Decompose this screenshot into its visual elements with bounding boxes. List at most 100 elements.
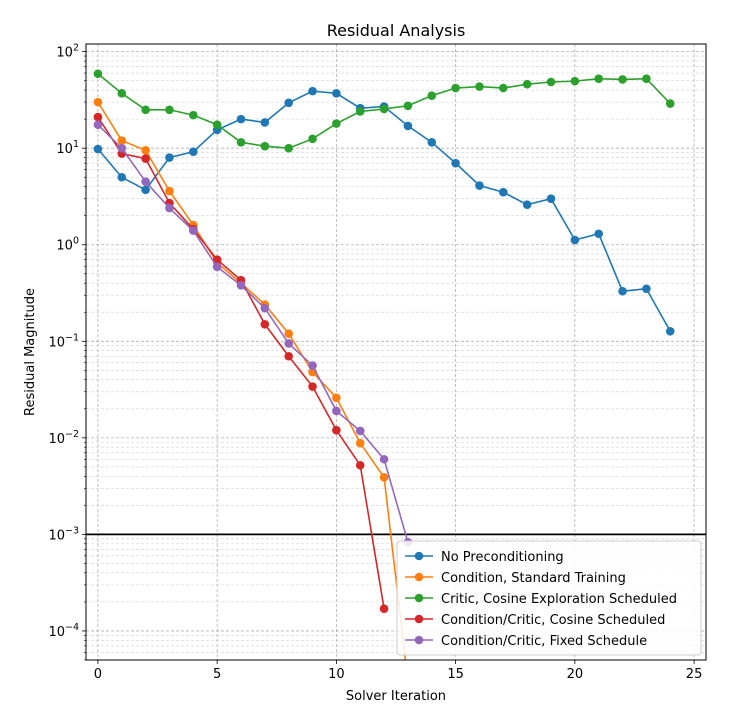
data-point bbox=[665, 326, 675, 336]
legend-marker bbox=[414, 593, 424, 603]
series-3 bbox=[93, 69, 675, 153]
data-point bbox=[475, 82, 484, 91]
legend-marker bbox=[414, 614, 424, 624]
data-point bbox=[522, 79, 532, 89]
data-point bbox=[165, 203, 174, 213]
data-point bbox=[236, 114, 246, 124]
data-point bbox=[642, 74, 651, 83]
data-point bbox=[618, 75, 627, 84]
data-point bbox=[355, 107, 365, 116]
series-5 bbox=[93, 120, 413, 547]
data-point bbox=[642, 284, 651, 294]
plot-frame bbox=[85, 43, 707, 661]
x-tick-label: 10 bbox=[328, 667, 345, 682]
data-point bbox=[618, 286, 627, 296]
data-point bbox=[165, 153, 174, 162]
data-point bbox=[141, 146, 150, 155]
data-point bbox=[284, 329, 293, 338]
x-tick-label: 20 bbox=[567, 667, 584, 682]
legend-marker bbox=[414, 551, 424, 561]
data-point bbox=[212, 255, 222, 264]
data-point bbox=[165, 105, 174, 115]
data-point bbox=[284, 98, 293, 108]
data-point bbox=[93, 69, 103, 79]
data-point bbox=[546, 194, 556, 203]
x-axis-title: Solver Iteration bbox=[346, 689, 446, 704]
data-point bbox=[189, 226, 198, 235]
data-point bbox=[332, 89, 341, 98]
y-tick-label: 10−1 bbox=[48, 332, 79, 350]
data-point bbox=[499, 187, 508, 197]
data-point bbox=[189, 110, 198, 120]
data-point bbox=[284, 143, 293, 153]
legend-item: Condition/Critic, Cosine Scheduled bbox=[405, 613, 665, 628]
legend-label: Critic, Cosine Exploration Scheduled bbox=[441, 592, 677, 607]
chart-title: Residual Analysis bbox=[327, 21, 466, 40]
x-tick-label: 25 bbox=[686, 667, 703, 682]
data-point bbox=[308, 86, 317, 96]
data-point bbox=[332, 406, 341, 416]
data-point bbox=[260, 141, 270, 151]
data-point bbox=[475, 181, 484, 190]
data-point bbox=[117, 89, 127, 98]
legend-label: Condition/Critic, Fixed Schedule bbox=[441, 634, 647, 649]
data-point bbox=[236, 138, 246, 147]
data-point bbox=[332, 393, 341, 403]
legend-label: No Preconditioning bbox=[441, 550, 564, 565]
series-line bbox=[97, 124, 409, 543]
legend-label: Condition, Standard Training bbox=[441, 571, 626, 586]
data-point bbox=[260, 303, 270, 313]
data-point bbox=[379, 454, 389, 464]
ticks: 0 5 10 15 20 25 10−4 10−3 10−2 10−1 100 101 102 bbox=[48, 43, 702, 682]
data-point bbox=[332, 425, 341, 435]
legend: No Preconditioning Condition, Standard Tr… bbox=[396, 540, 702, 656]
data-point bbox=[665, 99, 675, 108]
legend-box bbox=[396, 540, 702, 656]
data-point bbox=[284, 339, 293, 348]
data-point bbox=[427, 138, 437, 147]
data-point bbox=[594, 74, 603, 83]
series-layer bbox=[93, 69, 675, 660]
data-point bbox=[570, 76, 580, 86]
data-point bbox=[260, 118, 270, 127]
data-point bbox=[284, 351, 293, 361]
data-point bbox=[355, 438, 365, 448]
data-point bbox=[308, 361, 317, 370]
data-point bbox=[355, 426, 365, 436]
data-point bbox=[141, 105, 150, 115]
data-point bbox=[117, 172, 127, 182]
data-point bbox=[379, 473, 389, 482]
data-point bbox=[212, 120, 222, 130]
data-point bbox=[379, 604, 389, 613]
data-point bbox=[117, 143, 127, 153]
data-point bbox=[594, 229, 603, 239]
data-point bbox=[403, 101, 413, 111]
data-point bbox=[260, 319, 270, 329]
data-point bbox=[451, 83, 460, 93]
legend-item: Condition, Standard Training bbox=[405, 571, 626, 586]
data-point bbox=[117, 136, 127, 145]
data-point bbox=[451, 158, 460, 168]
x-tick-label: 5 bbox=[213, 667, 221, 682]
y-tick-label: 10−4 bbox=[48, 622, 79, 640]
data-point bbox=[332, 119, 341, 128]
x-tick-label: 15 bbox=[447, 667, 464, 682]
y-tick-label: 100 bbox=[56, 236, 79, 254]
data-point bbox=[427, 91, 437, 100]
data-point bbox=[546, 77, 556, 87]
data-point bbox=[212, 262, 222, 272]
legend-item: Critic, Cosine Exploration Scheduled bbox=[405, 592, 677, 607]
data-point bbox=[499, 83, 508, 93]
data-point bbox=[379, 104, 389, 114]
y-tick-label: 10−3 bbox=[48, 525, 79, 543]
data-point bbox=[308, 134, 317, 144]
data-point bbox=[141, 154, 150, 163]
data-point bbox=[355, 460, 365, 470]
data-point bbox=[308, 382, 317, 391]
data-point bbox=[93, 120, 103, 130]
data-point bbox=[93, 97, 103, 107]
data-point bbox=[236, 281, 246, 290]
y-tick-label: 10−2 bbox=[48, 429, 79, 447]
legend-item: Condition/Critic, Fixed Schedule bbox=[405, 634, 647, 649]
